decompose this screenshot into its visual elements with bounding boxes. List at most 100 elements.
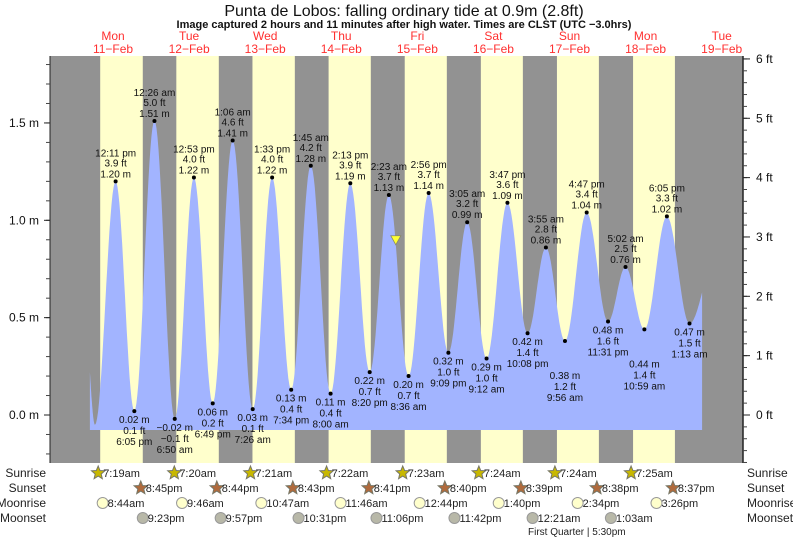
- moonset-row-label-right: Moonset: [747, 511, 793, 525]
- high-tide-point: [348, 181, 353, 186]
- moonrise-time: 3:26pm: [661, 498, 698, 510]
- high-tide-time: 3:55 am: [528, 215, 564, 226]
- sunrise-time: 7:24am: [484, 468, 521, 480]
- moonrise-time: 10:47am: [266, 498, 309, 510]
- moonset-moon-icon: [448, 512, 461, 524]
- moonset-time: 11:06pm: [381, 513, 423, 525]
- high-tide-m: 0.86 m: [531, 236, 562, 247]
- high-tide-m: 1.04 m: [571, 201, 602, 212]
- low-tide-ft: 0.4 ft: [319, 409, 341, 420]
- day-label-date: 19−Feb: [701, 42, 742, 56]
- day-label-date: 16−Feb: [473, 42, 514, 56]
- low-tide-point: [562, 339, 567, 344]
- high-tide-m: 1.14 m: [413, 181, 444, 192]
- moonset-moon-icon: [292, 512, 305, 524]
- sunrise-time: 7:23am: [408, 468, 445, 480]
- sunset-time: 8:45pm: [146, 483, 183, 495]
- moonrise-moon-icon: [334, 497, 347, 509]
- low-tide-m: 0.13 m: [276, 394, 307, 405]
- sunrise-time: 7:25am: [636, 468, 673, 480]
- day-label-date: 11−Feb: [93, 42, 133, 56]
- low-tide-point: [606, 319, 611, 324]
- low-tide-ft: 1.6 ft: [597, 337, 619, 348]
- low-tide-label-group: 0.03 m0.1 ft7:26 am: [235, 413, 271, 446]
- high-tide-point: [308, 163, 313, 168]
- high-tide-label-group: 3:47 pm3.6 ft1.09 m: [489, 170, 525, 202]
- sunset-time: 8:39pm: [526, 483, 563, 495]
- high-tide-m: 1.13 m: [374, 183, 405, 194]
- left-axis-tick-label: 1.0 m: [9, 213, 39, 227]
- low-tide-m: 0.32 m: [433, 357, 464, 368]
- high-tide-ft: 3.2 ft: [456, 199, 478, 210]
- right-axis-tick-label: 6 ft: [756, 52, 773, 66]
- low-tide-point: [484, 356, 489, 361]
- moonrise-moon-icon: [571, 497, 584, 509]
- moonrise-moon-icon: [176, 497, 189, 509]
- high-tide-ft: 4.0 ft: [261, 154, 283, 165]
- tide-area: [89, 121, 703, 430]
- low-tide-label-group: 0.02 m0.1 ft6:05 pm: [116, 415, 152, 448]
- high-tide-ft: 4.0 ft: [183, 154, 205, 165]
- low-tide-time: 10:59 am: [624, 381, 666, 392]
- low-tide-time: 9:12 am: [468, 385, 504, 396]
- right-axis-tick-label: 3 ft: [756, 230, 773, 244]
- moonset-moon-icon: [604, 512, 617, 524]
- high-tide-point: [543, 245, 548, 250]
- low-tide-point: [446, 350, 451, 355]
- sunrise-sun-icon: [90, 464, 107, 480]
- low-tide-time: 7:34 pm: [273, 416, 309, 427]
- high-tide-m: 1.22 m: [179, 165, 210, 176]
- sunset-time: 8:40pm: [450, 483, 487, 495]
- day-label-weekday: Tue: [179, 29, 200, 43]
- high-tide-label-group: 2:13 pm3.9 ft1.19 m: [332, 150, 368, 182]
- high-tide-point: [230, 138, 235, 143]
- sunrise-sun-icon: [623, 464, 639, 480]
- moonset-row-label-left: Moonset: [0, 511, 47, 525]
- low-tide-label-group: 0.13 m0.4 ft7:34 pm: [273, 394, 309, 427]
- low-tide-time: 8:20 pm: [352, 398, 388, 409]
- low-tide-time: 11:31 pm: [588, 348, 629, 359]
- high-tide-m: 1.02 m: [652, 204, 683, 215]
- axes: 0.0 m 0.5 m 1.0 m 1.5 m 0 ft 1 ft 2 ft 3 ft 4 ft…: [9, 52, 773, 463]
- moonset-moon-icon: [526, 512, 539, 524]
- day-label-weekday: Sun: [559, 29, 580, 43]
- low-tide-point: [328, 391, 333, 396]
- high-tide-point: [505, 200, 510, 205]
- high-tide-ft: 5.0 ft: [143, 98, 165, 109]
- sunset-time: 8:43pm: [298, 483, 335, 495]
- sunrise-time: 7:19am: [103, 468, 140, 480]
- high-tide-label-group: 4:47 pm3.4 ft1.04 m: [569, 180, 605, 212]
- high-tide-time: 3:47 pm: [489, 170, 525, 181]
- sunset-time: 8:38pm: [602, 483, 639, 495]
- low-tide-point: [289, 387, 294, 392]
- moonset-time: 11:42pm: [459, 513, 501, 525]
- sunrise-time: 7:21am: [255, 468, 292, 480]
- low-tide-ft: 0.4 ft: [280, 405, 302, 416]
- low-tide-time: 7:26 am: [235, 435, 271, 446]
- moonrise-row-label-left: Moonrise: [0, 496, 46, 510]
- moonrise-moon-icon: [650, 497, 663, 509]
- sunset-sun-icon: [132, 479, 149, 495]
- left-axis-tick-label: 1.5 m: [9, 116, 39, 130]
- high-tide-label-group: 12:11 pm3.9 ft1.20 m: [95, 148, 136, 180]
- low-tide-point: [525, 331, 530, 336]
- high-tide-ft: 4.2 ft: [300, 143, 322, 154]
- day-labels: Mon11−FebTue12−FebWed13−FebThu14−FebFri1…: [93, 29, 743, 56]
- day-label-date: 13−Feb: [245, 42, 286, 56]
- low-tide-m: 0.29 m: [471, 363, 502, 374]
- sunset-row-label-left: Sunset: [9, 481, 47, 495]
- moonrise-time: 8:44am: [108, 498, 145, 510]
- high-tide-time: 1:33 pm: [254, 144, 290, 155]
- sunrise-sun-icon: [547, 464, 563, 480]
- high-tide-m: 0.99 m: [452, 210, 483, 221]
- high-tide-time: 2:56 pm: [411, 160, 447, 171]
- day-label-date: 18−Feb: [625, 42, 666, 56]
- sunset-sun-icon: [208, 479, 225, 495]
- high-tide-label-group: 1:06 am4.6 ft1.41 m: [215, 107, 251, 139]
- moonrise-moon-icon: [255, 497, 268, 509]
- moon-phase-label: First Quarter | 5:30pm: [528, 527, 626, 538]
- high-tide-m: 1.51 m: [139, 109, 170, 120]
- high-tide-label-group: 3:05 am3.2 ft0.99 m: [449, 189, 485, 221]
